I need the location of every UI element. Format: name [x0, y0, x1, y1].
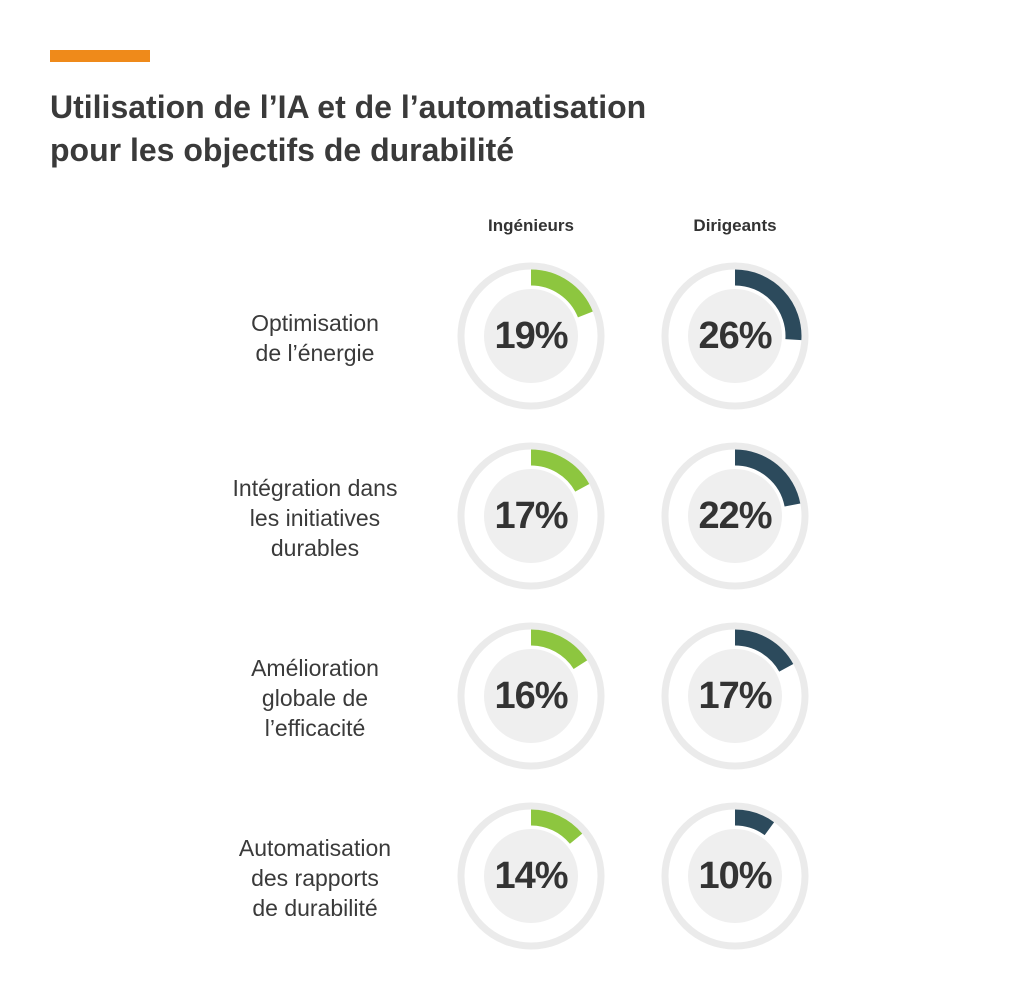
- row-label-line: Amélioration: [251, 655, 379, 681]
- row-label-line: de l’énergie: [255, 340, 375, 366]
- donut-outer-ring: [661, 442, 809, 590]
- donut-graphic: [457, 802, 605, 950]
- page-title: Utilisation de l’IA et de l’automatisati…: [50, 86, 950, 172]
- donut-graphic: [661, 442, 809, 590]
- donut-ingenieurs: 19%: [456, 261, 606, 411]
- donut-value-label: 19%: [494, 315, 568, 357]
- row-label-integration: Intégration dans les initiatives durable…: [170, 473, 460, 563]
- row-label-rapports: Automatisation des rapports de durabilit…: [170, 833, 460, 923]
- row-label-line: globale de: [261, 685, 369, 711]
- donut-outer-ring: [457, 262, 605, 410]
- donut-graphic: [457, 622, 605, 770]
- donut-value-label: 22%: [698, 495, 772, 537]
- donut-dirigeants: 22%: [660, 441, 810, 591]
- row-label-line: Automatisation: [238, 835, 392, 861]
- donut-dirigeants: 26%: [660, 261, 810, 411]
- donut-graphic: [661, 802, 809, 950]
- donut-dirigeants: 17%: [660, 621, 810, 771]
- donut-ingenieurs: 17%: [456, 441, 606, 591]
- donut-value-arc: [734, 449, 801, 507]
- donut-value-arc: [530, 809, 583, 845]
- row-label-energie: Optimisation de l’énergie: [170, 308, 460, 368]
- column-header-dirigeants: Dirigeants: [693, 216, 777, 235]
- donut-outer-ring: [457, 622, 605, 770]
- donut-outer-ring: [661, 802, 809, 950]
- title-line: Utilisation de l’IA et de l’automatisati…: [50, 89, 647, 125]
- donut-graphic: [457, 262, 605, 410]
- row-label-efficacite: Amélioration globale de l’efficacité: [170, 653, 460, 743]
- donut-outer-ring: [457, 802, 605, 950]
- row-label-line: les initiatives: [249, 505, 381, 531]
- donut-value-arc: [530, 629, 588, 670]
- donut-ingenieurs: 16%: [456, 621, 606, 771]
- donut-inner-disc: [484, 649, 578, 743]
- title-line: pour les objectifs de durabilité: [50, 132, 515, 168]
- donut-outer-ring: [661, 262, 809, 410]
- donut-graphic: [661, 262, 809, 410]
- donut-inner-disc: [484, 469, 578, 563]
- row-label-line: Intégration dans: [232, 475, 398, 501]
- donut-value-label: 16%: [494, 675, 568, 717]
- row-label-line: Optimisation: [251, 310, 379, 336]
- donut-value-label: 17%: [494, 495, 568, 537]
- donut-inner-disc: [688, 469, 782, 563]
- donut-value-label: 17%: [698, 675, 772, 717]
- donut-graphic: [661, 622, 809, 770]
- donut-value-arc: [734, 629, 794, 672]
- donut-inner-disc: [484, 829, 578, 923]
- row-label-line: l’efficacité: [264, 715, 366, 741]
- donut-value-arc: [530, 449, 590, 492]
- accent-bar: [50, 50, 150, 62]
- donut-inner-disc: [484, 289, 578, 383]
- donut-outer-ring: [661, 622, 809, 770]
- row-label-line: de durabilité: [252, 895, 378, 921]
- donut-value-arc: [734, 269, 802, 341]
- donut-inner-disc: [688, 289, 782, 383]
- donut-value-label: 26%: [698, 315, 772, 357]
- donut-outer-ring: [457, 442, 605, 590]
- donut-value-label: 10%: [698, 855, 772, 897]
- donut-value-arc: [530, 269, 593, 318]
- donut-inner-disc: [688, 649, 782, 743]
- donut-ingenieurs: 14%: [456, 801, 606, 951]
- row-label-line: des rapports: [251, 865, 379, 891]
- donut-value-arc: [734, 809, 775, 836]
- donut-value-label: 14%: [494, 855, 568, 897]
- donut-dirigeants: 10%: [660, 801, 810, 951]
- donut-graphic: [457, 442, 605, 590]
- row-label-line: durables: [270, 535, 360, 561]
- column-header-ingenieurs: Ingénieurs: [488, 216, 574, 235]
- donut-inner-disc: [688, 829, 782, 923]
